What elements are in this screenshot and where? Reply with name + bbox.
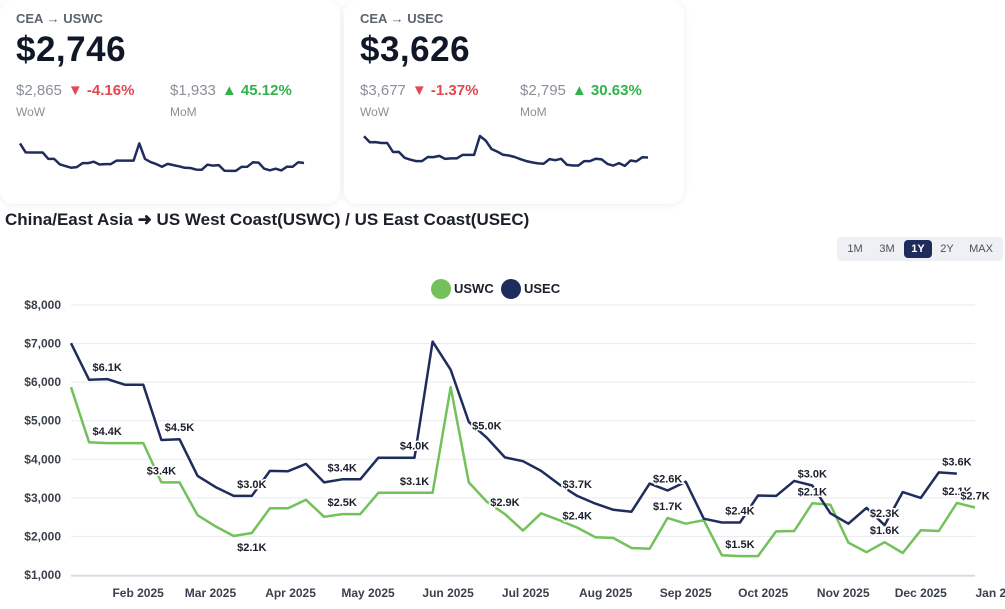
y-tick-label: $2,000 [24,529,61,543]
x-tick-label: Jun 2025 [422,586,474,600]
data-label: $3.4K [328,462,357,474]
card-current-price: $2,746 [16,30,127,69]
data-label: $2.4K [563,511,592,523]
data-label: $2.6K [653,474,682,486]
data-label: $1.5K [725,539,754,551]
data-label: $2.5K [328,497,357,509]
x-tick-label: Nov 2025 [817,586,870,600]
x-tick-label: Sep 2025 [660,586,712,600]
data-label: $3.7K [563,479,592,491]
arrow-up-icon: ▲ [221,82,241,99]
mom-stat: $2,795 ▲ 30.63% [520,82,642,99]
data-label: $2.1K [798,486,827,498]
uswc-summary-card: CEA → USWC $2,746 $2,865 ▼ -4.16% WoW $1,… [0,0,340,204]
data-label: $2.7K [960,491,989,503]
arrow-down-icon: ▼ [67,82,87,99]
data-label: $3.0K [798,469,827,481]
data-label: $2.3K [870,508,899,520]
data-label: $4.5K [165,422,194,434]
arrow-down-icon: ▼ [411,82,431,99]
x-tick-label: Mar 2025 [185,586,237,600]
data-label: $3.4K [147,465,176,477]
data-label: $3.1K [400,476,429,488]
mom-label: MoM [520,105,547,119]
data-label: $1.6K [870,525,899,537]
sparkline-path [18,142,305,173]
usec-sparkline [363,134,649,168]
x-tick-label: Jul 2025 [502,586,550,600]
x-tick-label: May 2025 [341,586,395,600]
y-tick-label: $6,000 [24,375,61,389]
card-current-price: $3,626 [360,30,471,69]
data-label: $3.6K [942,457,971,469]
x-tick-label: Oct 2025 [738,586,788,600]
data-label: $6.1K [92,362,121,374]
mom-change-value: 45.12% [240,82,292,99]
usec-summary-card: CEA → USEC $3,626 $3,677 ▼ -1.37% WoW $2,… [344,0,684,204]
legend-marker-uswc[interactable] [431,279,451,299]
wow-change-value: -4.16% [86,82,135,99]
x-tick-label: Dec 2025 [895,586,947,600]
data-label: $3.0K [942,457,971,469]
y-tick-label: $3,000 [24,491,61,505]
range-button-1m[interactable]: 1M [847,243,863,255]
mom-previous-price: $2,795 [520,82,566,99]
data-label: $1.7K [653,501,682,513]
chart-heading: China/East Asia ➜ US West Coast(USWC) / … [5,210,530,229]
mom-stat: $1,933 ▲ 45.12% [170,82,292,99]
x-tick-label: Apr 2025 [265,586,316,600]
x-tick-label: Aug 2025 [579,586,633,600]
wow-stat: $2,865 ▼ -4.16% [16,82,134,99]
y-tick-label: $7,000 [24,337,61,351]
y-tick-label: $8,000 [24,298,61,312]
data-label: $2.9K [490,497,519,509]
wow-label: WoW [16,105,46,119]
data-label: $4.0K [400,441,429,453]
y-tick-label: $5,000 [24,414,61,428]
card-route-label: CEA → USEC [360,11,444,26]
legend-label-usec[interactable]: USEC [524,281,561,296]
data-label: $2.4K [725,506,754,518]
wow-previous-price: $3,677 [360,82,406,99]
mom-previous-price: $1,933 [170,82,216,99]
legend-label-uswc[interactable]: USWC [454,281,494,296]
wow-previous-price: $2,865 [16,82,62,99]
card-route-label: CEA → USWC [16,11,103,26]
time-range-selector: 1M 3M 1Y 2Y MAX [837,237,1003,261]
mom-change-value: 30.63% [590,82,642,99]
series-line-usec[interactable] [69,340,957,527]
data-label: $4.4K [92,426,121,438]
mom-label: MoM [170,105,197,119]
uswc-sparkline [18,142,305,173]
legend-marker-usec[interactable] [501,279,521,299]
arrow-up-icon: ▲ [571,82,591,99]
wow-label: WoW [360,105,390,119]
rate-line-chart: $1,000 $2,000 $3,000 $4,000 $5,000 $6,000 $7,0… [24,279,1005,600]
wow-stat: $3,677 ▼ -1.37% [360,82,478,99]
sparkline-path [363,134,649,168]
y-tick-label: $1,000 [24,568,61,582]
data-label: $5.0K [472,421,501,433]
range-button-max[interactable]: MAX [969,243,993,255]
data-label: $3.0K [237,479,266,491]
range-button-1y[interactable]: 1Y [904,240,932,258]
data-label: $2.1K [942,486,971,498]
x-tick-label: Feb 2025 [112,586,164,600]
x-tick-label: Jan 2026 [975,586,1005,600]
range-button-3m[interactable]: 3M [879,243,895,255]
y-tick-label: $4,000 [24,452,61,466]
range-button-2y[interactable]: 2Y [940,243,954,255]
wow-change-value: -1.37% [430,82,479,99]
data-label: $2.1K [237,542,266,554]
